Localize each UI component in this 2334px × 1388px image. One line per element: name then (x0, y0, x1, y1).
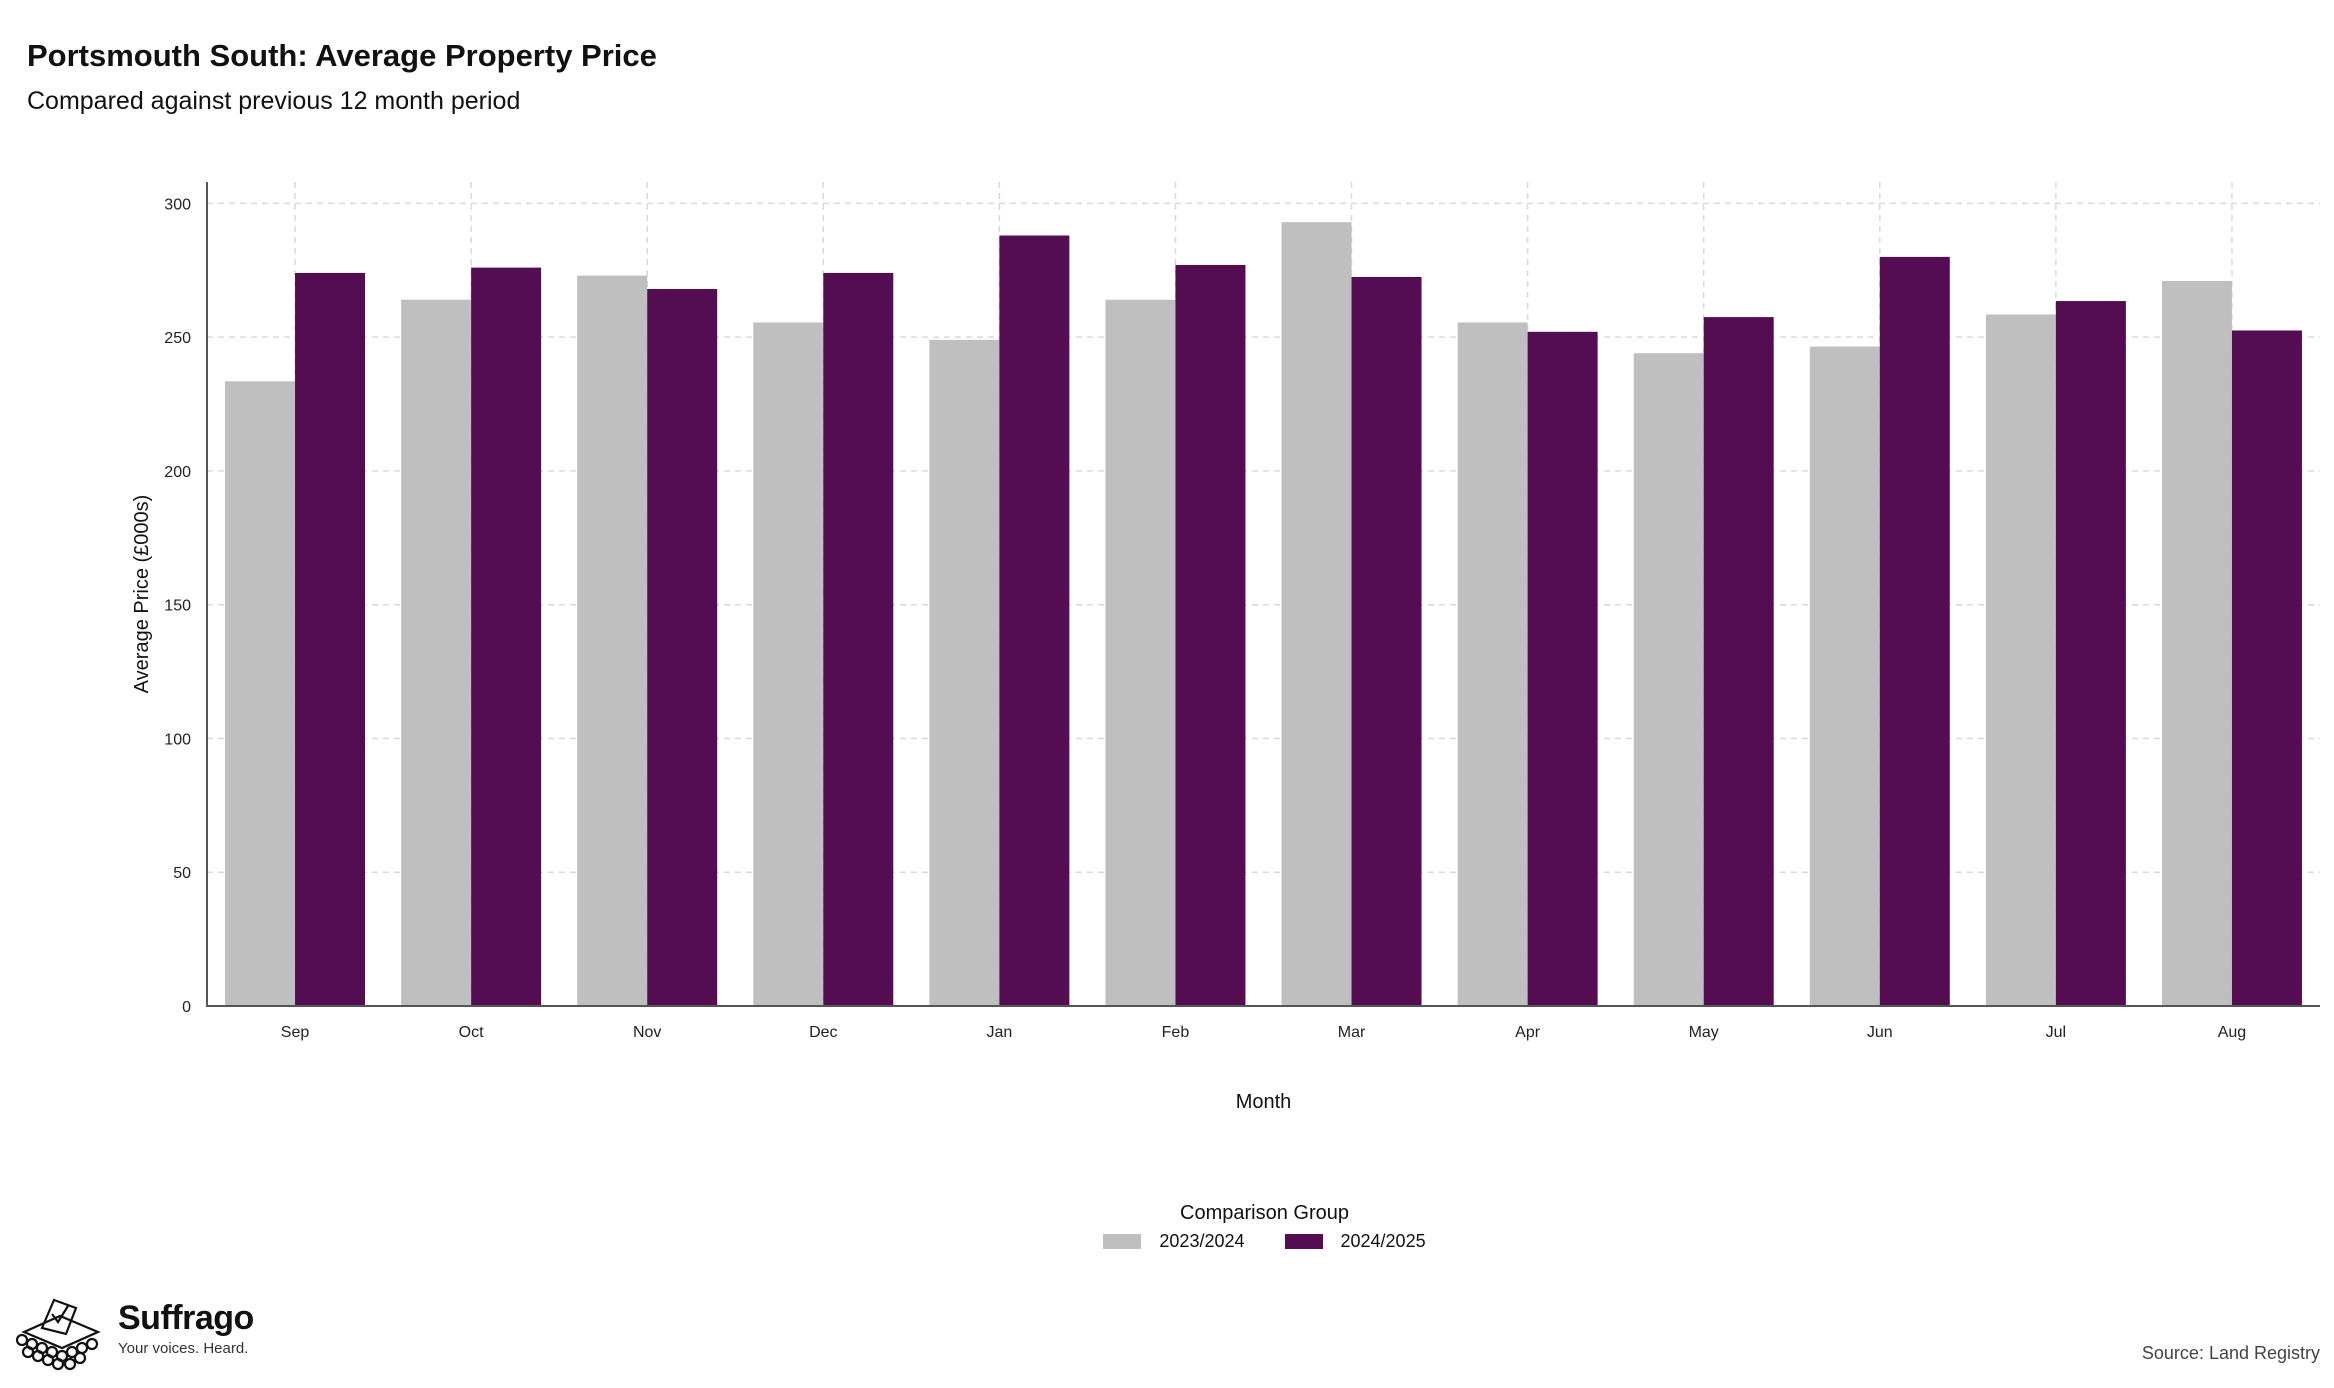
x-tick-label: Mar (1338, 1024, 1366, 1041)
ballot-box-icon (15, 1298, 101, 1371)
y-tick-label: 100 (164, 731, 191, 748)
bar-2024-2025-apr (1527, 331, 1598, 1006)
y-axis-title: Average Price (£000s) (131, 495, 153, 694)
x-tick-label: Jan (986, 1024, 1012, 1041)
bar-2024-2025-jul (2055, 301, 2126, 1006)
bars (225, 222, 2302, 1007)
y-tick-label: 150 (164, 598, 191, 615)
x-tick-label: Feb (1162, 1024, 1190, 1041)
bar-2023-2024-mar (1281, 222, 1352, 1006)
bar-2024-2025-mar (1351, 276, 1422, 1007)
legend-item-2024-2025: 2024/2025 (1284, 1231, 1426, 1252)
bar-2023-2024-sep (225, 381, 296, 1007)
x-tick-label: Sep (281, 1024, 310, 1041)
bar-2023-2024-jul (1985, 314, 2056, 1006)
bar-2024-2025-may (1703, 317, 1774, 1006)
x-axis-title: Month (1236, 1091, 1292, 1113)
bar-2023-2024-jun (1809, 346, 1880, 1006)
x-tick-label: Nov (633, 1024, 661, 1041)
axes: 0 50 100 150 200 250 300 Sep Oct Nov Dec Jan Feb Mar A… (164, 182, 2320, 1041)
legend: Comparison Group 2023/2024 2024/2025 (0, 1202, 2334, 1252)
bar-2023-2024-nov (577, 275, 648, 1006)
bar-2023-2024-apr (1457, 322, 1528, 1006)
bar-chart: 0 50 100 150 200 250 300 Sep Oct Nov Dec Jan Feb Mar A… (131, 182, 2320, 1113)
x-tick-label: Aug (2218, 1024, 2246, 1041)
chart-subtitle: Compared against previous 12 month perio… (27, 87, 521, 115)
x-tick-label: May (1689, 1024, 1719, 1041)
y-tick-label: 250 (164, 330, 191, 347)
x-tick-label: Jul (2046, 1024, 2066, 1041)
y-tick-label: 200 (164, 464, 191, 481)
bar-2023-2024-jan (929, 339, 1000, 1007)
chart-title: Portsmouth South: Average Property Price (27, 38, 657, 73)
legend-label: 2023/2024 (1159, 1231, 1245, 1251)
x-tick-label: Oct (459, 1024, 484, 1041)
bar-2023-2024-dec (753, 322, 824, 1006)
bar-2024-2025-jun (1879, 256, 1950, 1007)
bar-2024-2025-oct (471, 267, 542, 1007)
bar-2024-2025-dec (823, 272, 894, 1006)
bar-2023-2024-oct (401, 299, 472, 1006)
legend-item-2023-2024: 2023/2024 (1103, 1231, 1245, 1252)
bar-2024-2025-jan (999, 235, 1070, 1007)
x-tick-label: Dec (809, 1024, 837, 1041)
bar-2024-2025-nov (647, 289, 718, 1006)
brand-tagline: Your voices. Heard. (118, 1340, 249, 1357)
legend-items: 2023/2024 2024/2025 (195, 1231, 2334, 1252)
source-note: Source: Land Registry (2141, 1343, 2320, 1363)
legend-title: Comparison Group (1180, 1202, 1349, 1224)
x-tick-label: Apr (1515, 1024, 1541, 1041)
y-tick-label: 50 (173, 865, 191, 882)
bar-2023-2024-aug (2161, 280, 2232, 1006)
bar-2024-2025-sep (295, 272, 366, 1006)
bar-2023-2024-may (1633, 353, 1704, 1006)
y-tick-label: 0 (182, 999, 191, 1016)
legend-swatch (1284, 1234, 1323, 1249)
legend-label: 2024/2025 (1340, 1231, 1426, 1251)
bar-2024-2025-aug (2231, 330, 2302, 1006)
x-tick-label: Jun (1867, 1024, 1893, 1041)
bar-2024-2025-feb (1175, 264, 1246, 1006)
legend-swatch (1103, 1234, 1142, 1249)
y-tick-label: 300 (164, 196, 191, 213)
brand-logo: Suffrago Your voices. Heard. (14, 1292, 254, 1372)
bar-2023-2024-feb (1105, 299, 1176, 1006)
brand-name: Suffrago (118, 1299, 254, 1337)
